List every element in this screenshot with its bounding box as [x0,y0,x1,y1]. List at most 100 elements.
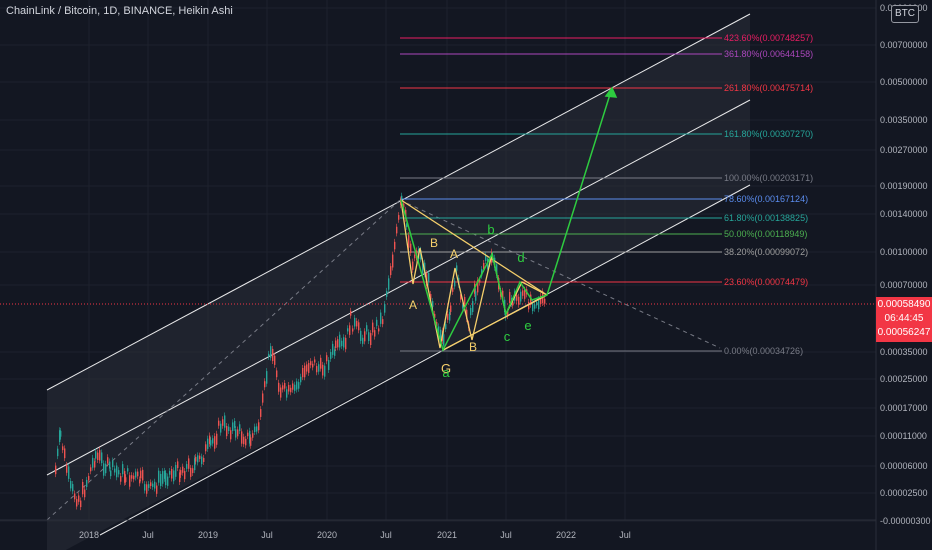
candle-body [432,301,434,307]
candle-body [152,483,154,487]
candle-body [142,469,144,481]
candle-body [512,301,514,306]
candle-body [320,357,322,369]
fib-level-label: 423.60%(0.00748257) [724,33,813,43]
candle-body [192,468,194,474]
candle-body [485,254,487,261]
candle-body [107,457,109,464]
candle-body [349,325,351,335]
candle-body [360,330,362,341]
candle-body [184,471,186,480]
candle-body [304,365,306,378]
candle-body [272,348,274,362]
candle-body [536,301,538,306]
candle-body [396,226,398,234]
candle-body [475,291,477,301]
currency-badge[interactable]: BTC [891,5,919,23]
y-tick-label: 0.00070000 [880,280,928,290]
candle-body [398,215,400,220]
candle-body [55,465,57,475]
candle-body [274,355,276,365]
candle-body [127,468,129,472]
y-tick-label: 0.00035000 [880,347,928,357]
candle-body [133,475,135,480]
candle-body [483,263,485,269]
candle-body [284,383,286,389]
candle-body [298,382,300,389]
fib-level-label: 261.80%(0.00475714) [724,83,813,93]
candle-body [366,325,368,332]
candle-body [481,269,483,276]
candle-body [129,475,131,487]
candle-body [401,195,403,200]
candle-body [412,261,414,270]
candle-body [205,444,207,452]
candle-body [520,291,522,302]
candle-body [356,320,358,327]
candle-body [294,384,296,391]
candle-body [414,254,416,259]
candle-body [538,299,540,310]
green-wave-label: e [524,318,531,333]
candle-body [164,470,166,479]
candle-body [182,466,184,473]
candle-body [378,328,380,332]
x-axis: 2018 Jul 2019 Jul 2020 Jul 2021 Jul 2022 Jul [0,519,876,540]
candle-body [335,340,337,349]
x-tick-label: Jul [500,530,512,540]
candle-body [403,203,405,208]
candle-body [139,479,141,484]
candle-body [341,340,343,347]
candle-body [447,313,449,320]
candle-body [124,471,126,483]
candle-body [343,337,345,348]
candle-body [220,423,222,433]
candle-body [264,381,266,388]
candle-body [382,319,384,325]
candle-body [428,272,430,283]
candle-body [449,312,451,321]
x-tick-label: Jul [142,530,154,540]
candle-body [82,481,84,495]
candle-body [254,426,256,433]
candle-body [66,464,68,473]
candle-body [410,243,412,254]
candle-body [103,463,105,476]
candle-body [288,384,290,392]
candle-body [235,429,237,438]
x-tick-label: 2021 [437,530,457,540]
triangle-wave-label: A [409,298,417,312]
candle-body [62,446,64,451]
candle-body [179,472,181,482]
candle-body [243,436,245,445]
candle-body [86,479,88,487]
candle-body [436,322,438,327]
candle-body [64,448,66,459]
candle-body [332,343,334,355]
candle-body [203,457,205,462]
candle-body [162,471,164,484]
candle-body [114,468,116,473]
triangle-wave-label: A [450,247,458,261]
trend-dashed-right [399,199,721,349]
candle-body [408,235,410,248]
y-tick-label: -0.00000300 [880,516,931,526]
y-tick-label: 0.00002500 [880,488,928,498]
fib-level-label: 23.60%(0.00074479) [724,277,808,287]
candle-body [470,307,472,316]
candle-body [278,382,280,392]
x-tick-label: 2018 [79,530,99,540]
candle-body [454,280,456,287]
candle-body [146,484,148,494]
candle-body [110,470,112,477]
prev-price-label: 0.00056247 [877,327,931,338]
candle-body [507,311,509,317]
x-tick-label: 2020 [317,530,337,540]
candle-body [88,475,90,481]
candle-body [532,303,534,312]
candle-body [268,353,270,357]
candle-body [302,368,304,378]
candle-body [250,437,252,446]
y-tick-label: 0.00011000 [880,431,927,441]
